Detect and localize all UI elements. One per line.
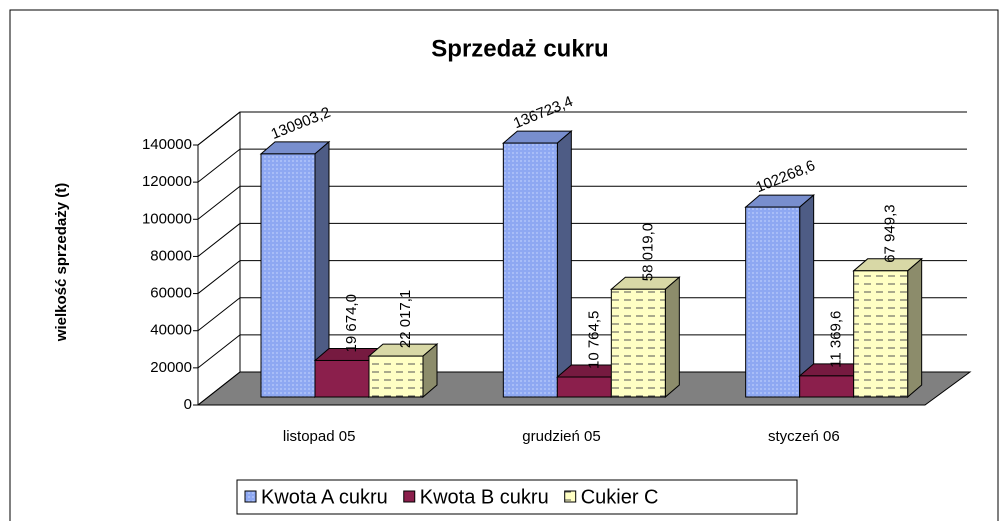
value-label: 11 369,6 (828, 311, 845, 368)
bar (368, 355, 424, 398)
y-tick-label: 40000 (150, 322, 192, 339)
y-tick-label: 0 (184, 396, 192, 413)
bar (745, 206, 801, 398)
y-tick-label: 140000 (142, 136, 192, 153)
value-label: 19 674,0 (343, 294, 360, 352)
bar-side (664, 276, 680, 399)
bar (799, 375, 855, 398)
grid-line (197, 222, 967, 257)
legend-label: Kwota A cukru (261, 486, 388, 508)
y-tick-label: 80000 (150, 247, 192, 264)
x-tick-label: grudzień 05 (522, 428, 600, 445)
bar-side (907, 257, 923, 399)
y-tick-label: 20000 (150, 359, 192, 376)
grid-line (197, 334, 967, 369)
legend-label: Kwota B cukru (420, 486, 549, 508)
value-label: 67 949,3 (882, 204, 899, 262)
x-tick-label: styczeń 06 (768, 428, 840, 445)
grid-line (197, 185, 967, 220)
y-tick-label: 100000 (142, 210, 192, 227)
grid-line (197, 260, 967, 294)
bar (610, 288, 666, 398)
x-tick-label: listopad 05 (283, 428, 356, 445)
y-tick-label: 120000 (142, 173, 192, 190)
legend-swatch (244, 490, 257, 503)
grid-line (197, 297, 967, 332)
bar (556, 376, 612, 398)
value-label: 58 019,0 (639, 223, 656, 281)
legend (236, 479, 798, 515)
value-label: 22 017,1 (397, 290, 414, 348)
bar (260, 153, 316, 398)
bar (502, 142, 558, 398)
y-tick-label: 60000 (150, 285, 192, 302)
y-axis-title: wielkość sprzedaży (t) (53, 183, 70, 342)
chart-title: Sprzedaż cukru (431, 35, 608, 62)
grid-line (197, 111, 967, 146)
legend-swatch (564, 490, 577, 503)
legend-label: Cukier C (581, 486, 659, 508)
bar (314, 359, 370, 398)
grid-line (197, 371, 967, 406)
value-label: 10 764,5 (585, 311, 602, 369)
grid-line (197, 148, 967, 183)
bar-side (556, 129, 572, 399)
legend-swatch (403, 490, 416, 503)
bar (853, 270, 909, 398)
